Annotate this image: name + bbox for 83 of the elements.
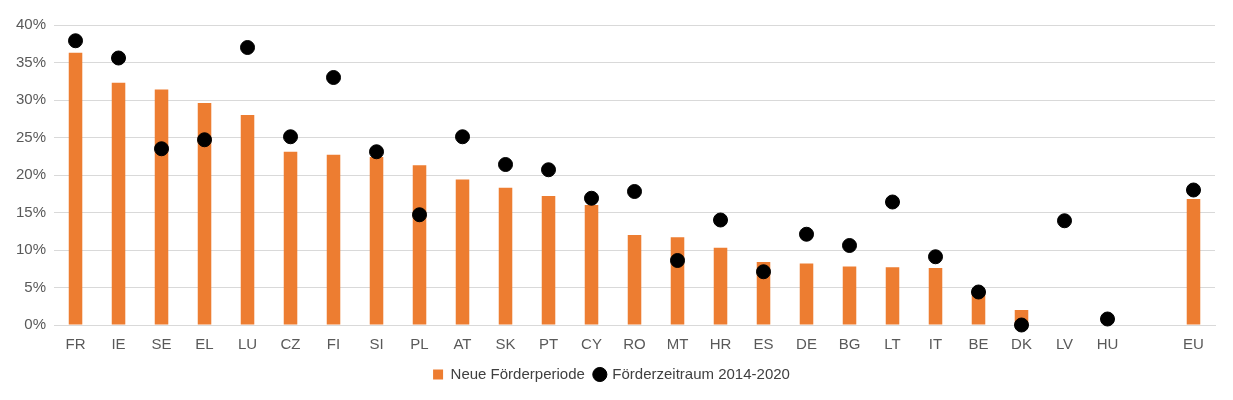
x-tick-label: CY — [581, 335, 602, 353]
x-tick-label: MT — [666, 335, 689, 353]
point — [498, 157, 514, 172]
bar — [197, 103, 212, 325]
bar — [842, 266, 857, 325]
point — [885, 194, 901, 210]
legend-label: Förderzeitraum 2014-2020 — [612, 364, 790, 382]
x-tick-label: SI — [369, 335, 384, 353]
x-tick-label: EU — [1183, 335, 1204, 353]
x-tick-label: RO — [623, 335, 646, 353]
x-tick-label: IE — [111, 335, 126, 353]
x-tick-label: LT — [884, 335, 901, 353]
point — [1100, 311, 1115, 327]
point — [799, 226, 815, 242]
y-tick-label: 40% — [15, 15, 47, 33]
x-tick-label: DE — [796, 335, 817, 353]
y-tick-label: 25% — [15, 127, 47, 145]
x-tick-label: LU — [237, 335, 258, 353]
point — [670, 253, 686, 268]
bar — [713, 247, 728, 325]
point — [928, 249, 944, 265]
point — [971, 284, 986, 300]
x-tick-label: PL — [410, 335, 429, 353]
bar — [111, 82, 126, 325]
bar — [240, 115, 255, 325]
bar — [1186, 199, 1201, 325]
bar — [541, 196, 556, 325]
bar — [885, 267, 900, 325]
bar — [283, 151, 298, 325]
bar — [369, 157, 384, 325]
bar — [412, 165, 427, 325]
bar — [68, 52, 83, 325]
point — [627, 184, 643, 199]
x-tick-label: SK — [495, 335, 516, 353]
y-tick-label: 0% — [24, 315, 47, 333]
bar — [154, 89, 169, 325]
point — [756, 264, 772, 280]
point — [68, 33, 84, 49]
y-tick-label: 5% — [24, 277, 47, 295]
point — [455, 129, 471, 145]
point — [240, 40, 256, 55]
point — [283, 129, 299, 145]
point — [713, 212, 729, 228]
point — [541, 162, 557, 178]
x-tick-label: FI — [326, 335, 341, 353]
point — [842, 238, 858, 253]
x-tick-label: SE — [151, 335, 172, 353]
y-tick-label: 30% — [15, 90, 47, 108]
point — [197, 132, 213, 148]
bar — [627, 235, 642, 325]
x-tick-label: PT — [538, 335, 559, 353]
y-tick-label: 35% — [15, 52, 47, 70]
bar — [799, 263, 814, 325]
point — [412, 207, 428, 223]
point — [369, 144, 385, 160]
x-tick-label: CZ — [280, 335, 301, 353]
bar — [928, 268, 943, 325]
point — [1014, 317, 1029, 333]
point — [1186, 182, 1201, 198]
bar — [455, 179, 470, 325]
x-tick-label: HR — [709, 335, 732, 353]
x-tick-label: LV — [1055, 335, 1074, 353]
bar — [498, 187, 513, 325]
x-tick-label: IT — [928, 335, 943, 353]
x-tick-label: HU — [1096, 335, 1119, 353]
bar — [326, 154, 341, 325]
point — [326, 70, 342, 85]
bar — [584, 205, 599, 325]
x-tick-label: DK — [1011, 335, 1032, 353]
x-tick-label: AT — [453, 335, 472, 353]
legend-label: Neue Förderperiode — [450, 364, 585, 382]
point — [584, 190, 600, 206]
point — [154, 141, 170, 157]
x-tick-label: BG — [838, 335, 861, 353]
y-tick-label: 15% — [15, 202, 47, 220]
point — [111, 50, 127, 66]
x-tick-label: EL — [195, 335, 214, 353]
y-tick-label: 20% — [15, 165, 47, 183]
point — [1057, 213, 1072, 229]
x-tick-label: ES — [753, 335, 774, 353]
x-tick-label: FR — [65, 335, 86, 353]
y-tick-label: 10% — [15, 240, 47, 258]
x-tick-label: BE — [968, 335, 989, 353]
